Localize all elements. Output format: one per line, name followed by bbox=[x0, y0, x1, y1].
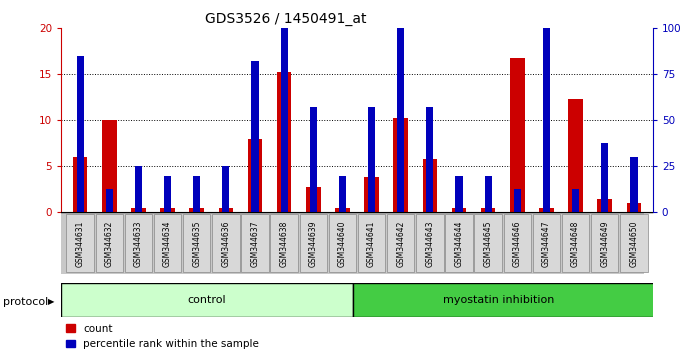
Bar bbox=[562, 214, 590, 273]
Text: GSM344649: GSM344649 bbox=[600, 220, 609, 267]
Bar bbox=[510, 58, 524, 212]
Bar bbox=[504, 214, 531, 273]
Bar bbox=[252, 61, 258, 212]
Text: GSM344643: GSM344643 bbox=[426, 220, 435, 267]
Text: GSM344641: GSM344641 bbox=[367, 220, 376, 267]
Bar bbox=[328, 214, 356, 273]
Bar bbox=[598, 199, 612, 212]
Text: GSM344646: GSM344646 bbox=[513, 220, 522, 267]
Bar bbox=[154, 214, 182, 273]
Bar bbox=[620, 214, 647, 273]
Bar bbox=[543, 0, 550, 212]
Bar bbox=[271, 214, 298, 273]
Bar bbox=[105, 189, 113, 212]
Text: GSM344634: GSM344634 bbox=[163, 220, 172, 267]
Bar bbox=[630, 157, 638, 212]
Text: GSM344637: GSM344637 bbox=[250, 220, 260, 267]
Text: GSM344638: GSM344638 bbox=[279, 220, 288, 267]
Text: GSM344645: GSM344645 bbox=[483, 220, 492, 267]
Bar bbox=[591, 214, 618, 273]
Text: GSM344632: GSM344632 bbox=[105, 220, 114, 267]
Text: ▶: ▶ bbox=[48, 297, 54, 306]
Bar bbox=[73, 157, 88, 212]
Bar bbox=[364, 177, 379, 212]
Legend: count, percentile rank within the sample: count, percentile rank within the sample bbox=[67, 324, 259, 349]
Text: GSM344640: GSM344640 bbox=[338, 220, 347, 267]
Bar bbox=[102, 120, 116, 212]
Bar bbox=[353, 283, 663, 317]
Bar bbox=[306, 187, 320, 212]
Bar bbox=[241, 214, 269, 273]
Text: GSM344631: GSM344631 bbox=[75, 220, 84, 267]
Text: protocol: protocol bbox=[3, 297, 49, 307]
Text: GSM344636: GSM344636 bbox=[222, 220, 231, 267]
Bar bbox=[416, 214, 443, 273]
Bar bbox=[452, 208, 466, 212]
Bar bbox=[96, 214, 123, 273]
Bar bbox=[394, 118, 408, 212]
Bar bbox=[539, 208, 554, 212]
Bar bbox=[164, 176, 171, 212]
Bar bbox=[135, 166, 142, 212]
Text: GSM344642: GSM344642 bbox=[396, 220, 405, 267]
Bar bbox=[532, 214, 560, 273]
Bar bbox=[277, 72, 292, 212]
Bar bbox=[368, 107, 375, 212]
Text: GSM344635: GSM344635 bbox=[192, 220, 201, 267]
Text: GSM344650: GSM344650 bbox=[630, 220, 639, 267]
Bar bbox=[222, 166, 229, 212]
Bar bbox=[190, 208, 204, 212]
Text: GSM344639: GSM344639 bbox=[309, 220, 318, 267]
Bar bbox=[601, 143, 609, 212]
Bar bbox=[626, 203, 641, 212]
Bar bbox=[358, 214, 386, 273]
Text: control: control bbox=[188, 295, 226, 305]
Bar bbox=[218, 208, 233, 212]
Bar bbox=[309, 107, 317, 212]
Bar bbox=[456, 176, 462, 212]
Bar bbox=[61, 283, 353, 317]
Bar bbox=[131, 208, 146, 212]
Bar bbox=[300, 214, 327, 273]
Text: GSM344644: GSM344644 bbox=[454, 220, 464, 267]
Bar bbox=[248, 139, 262, 212]
Bar bbox=[160, 208, 175, 212]
Bar bbox=[422, 159, 437, 212]
Bar bbox=[572, 189, 579, 212]
Bar bbox=[212, 214, 239, 273]
Bar bbox=[193, 176, 201, 212]
Bar bbox=[280, 0, 288, 212]
Bar bbox=[183, 214, 210, 273]
Bar bbox=[335, 208, 350, 212]
Bar bbox=[67, 214, 94, 273]
Bar bbox=[475, 214, 502, 273]
Bar bbox=[426, 107, 434, 212]
Bar bbox=[76, 56, 84, 212]
Text: myostatin inhibition: myostatin inhibition bbox=[443, 295, 554, 305]
Bar bbox=[513, 189, 521, 212]
Text: GSM344648: GSM344648 bbox=[571, 220, 580, 267]
Bar bbox=[445, 214, 473, 273]
Bar bbox=[387, 214, 414, 273]
Bar bbox=[481, 208, 496, 212]
Bar bbox=[397, 28, 405, 212]
Text: GSM344633: GSM344633 bbox=[134, 220, 143, 267]
Bar bbox=[124, 214, 152, 273]
Bar bbox=[339, 176, 346, 212]
Text: GSM344647: GSM344647 bbox=[542, 220, 551, 267]
Text: GDS3526 / 1450491_at: GDS3526 / 1450491_at bbox=[205, 12, 367, 27]
Bar bbox=[568, 99, 583, 212]
Bar bbox=[484, 176, 492, 212]
